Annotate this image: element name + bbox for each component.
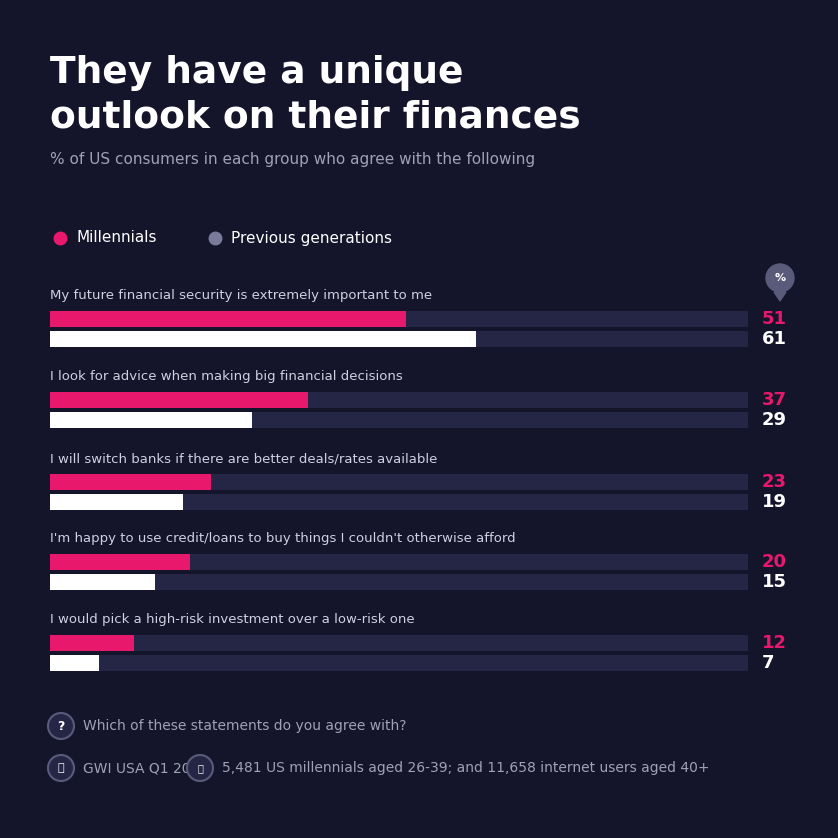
- Text: My future financial security is extremely important to me: My future financial security is extremel…: [50, 289, 432, 302]
- Text: Previous generations: Previous generations: [231, 230, 392, 246]
- Bar: [50, 554, 189, 570]
- Bar: [50, 655, 99, 671]
- Text: 29: 29: [762, 411, 787, 429]
- Text: GWI USA Q1 2022: GWI USA Q1 2022: [83, 761, 208, 775]
- Bar: [50, 412, 252, 428]
- Text: 15: 15: [762, 573, 787, 591]
- Text: outlook on their finances: outlook on their finances: [50, 100, 581, 136]
- Text: I look for advice when making big financial decisions: I look for advice when making big financ…: [50, 370, 403, 383]
- Bar: [50, 412, 748, 428]
- Circle shape: [48, 713, 74, 739]
- Text: 12: 12: [762, 634, 787, 652]
- Text: %: %: [774, 273, 785, 283]
- Bar: [50, 494, 183, 510]
- Text: They have a unique: They have a unique: [50, 55, 463, 91]
- Bar: [50, 574, 748, 590]
- Text: 👥: 👥: [197, 763, 203, 773]
- Text: % of US consumers in each group who agree with the following: % of US consumers in each group who agre…: [50, 152, 535, 167]
- Circle shape: [766, 264, 794, 292]
- Bar: [50, 635, 134, 651]
- Text: 61: 61: [762, 330, 787, 348]
- Text: 19: 19: [762, 493, 787, 511]
- Bar: [50, 311, 748, 327]
- Polygon shape: [774, 292, 786, 301]
- Bar: [50, 331, 748, 347]
- Bar: [50, 474, 210, 490]
- Text: 5,481 US millennials aged 26-39; and 11,658 internet users aged 40+: 5,481 US millennials aged 26-39; and 11,…: [222, 761, 710, 775]
- Text: ?: ?: [57, 720, 65, 732]
- Bar: [50, 494, 748, 510]
- Text: Ⓖ: Ⓖ: [58, 763, 65, 773]
- Bar: [50, 574, 155, 590]
- Bar: [50, 392, 308, 408]
- Bar: [50, 474, 748, 490]
- Text: 7: 7: [762, 654, 774, 672]
- Text: I'm happy to use credit/loans to buy things I couldn't otherwise afford: I'm happy to use credit/loans to buy thi…: [50, 532, 515, 545]
- Text: 37: 37: [762, 391, 787, 409]
- Text: 23: 23: [762, 473, 787, 491]
- Text: 51: 51: [762, 310, 787, 328]
- Text: I will switch banks if there are better deals/rates available: I will switch banks if there are better …: [50, 452, 437, 465]
- Text: 20: 20: [762, 553, 787, 571]
- Text: Which of these statements do you agree with?: Which of these statements do you agree w…: [83, 719, 406, 733]
- Circle shape: [48, 755, 74, 781]
- Circle shape: [187, 755, 213, 781]
- Bar: [50, 655, 748, 671]
- Bar: [50, 635, 748, 651]
- Bar: [50, 311, 406, 327]
- Bar: [50, 554, 748, 570]
- Text: I would pick a high-risk investment over a low-risk one: I would pick a high-risk investment over…: [50, 613, 415, 626]
- Text: Millennials: Millennials: [76, 230, 157, 246]
- Bar: [50, 392, 748, 408]
- Bar: [50, 331, 476, 347]
